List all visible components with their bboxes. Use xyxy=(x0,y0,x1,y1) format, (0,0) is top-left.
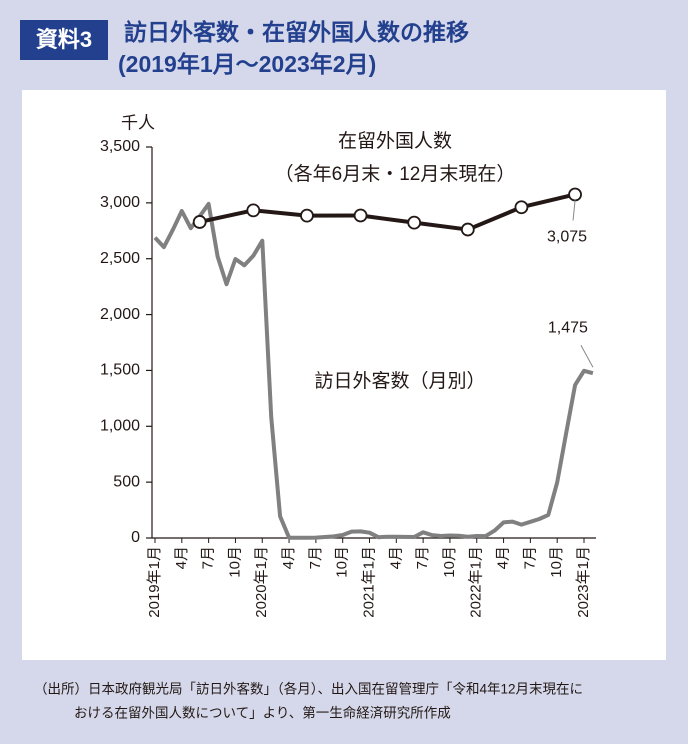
source: （出所）日本政府観光局「訪日外客数」（各月）、出入国在留管理庁「令和4年12月末… xyxy=(34,681,583,697)
value-label: 1,475 xyxy=(548,319,588,336)
leader-line xyxy=(580,344,594,368)
marker xyxy=(246,203,261,218)
series-line xyxy=(253,208,308,218)
y-tick-label: 1,500 xyxy=(100,362,140,379)
x-tick-label: 2022年1月 xyxy=(468,546,485,618)
marker xyxy=(514,200,529,215)
annotation: （各年6月末・12月末現在） xyxy=(275,163,516,185)
annotation: 訪日外客数（月別） xyxy=(314,370,485,392)
x-tick-label: 10月 xyxy=(441,546,458,578)
x-tick-label: 2019年1月 xyxy=(146,546,163,618)
y-tick-label: 2,500 xyxy=(100,250,140,267)
annotation: 在留外国人数 xyxy=(338,130,452,152)
x-tick-label: 2021年1月 xyxy=(360,546,377,618)
x-tick-label: 10月 xyxy=(226,546,243,578)
x-tick-label: 4月 xyxy=(173,546,190,569)
badge-bg xyxy=(20,20,108,60)
x-tick-label: 7月 xyxy=(307,546,324,569)
y-tick-label: 0 xyxy=(131,529,140,546)
x-tick-label: 7月 xyxy=(414,546,431,569)
leader-line xyxy=(572,200,576,221)
x-tick-label: 7月 xyxy=(521,546,538,569)
marker xyxy=(300,208,314,223)
x-tick-label: 4月 xyxy=(387,546,404,569)
chart-subtitle: (2019年1月～2023年2月) xyxy=(118,51,376,77)
y-tick-label: 500 xyxy=(113,473,140,490)
y-tick-label: 3,500 xyxy=(100,138,140,155)
series-line xyxy=(199,208,254,224)
marker xyxy=(407,215,422,230)
x-tick-label: 10月 xyxy=(548,546,565,578)
x-tick-label: 4月 xyxy=(495,546,512,569)
series-line xyxy=(520,192,576,210)
value-label: 3,075 xyxy=(547,229,587,246)
x-tick-label: 10月 xyxy=(334,546,351,578)
series-line xyxy=(153,201,594,540)
marker xyxy=(353,208,368,223)
y-unit: 千人 xyxy=(121,113,155,132)
marker xyxy=(192,215,207,229)
x-tick-label: 7月 xyxy=(200,546,217,569)
x-tick-label: 2020年1月 xyxy=(253,546,270,618)
chart-title: 訪日外客数・在留外国人数の推移 xyxy=(124,19,469,45)
plot-panel xyxy=(22,90,666,660)
series-line xyxy=(360,213,415,225)
y-tick-label: 1,000 xyxy=(100,418,140,435)
y-tick-label: 3,000 xyxy=(100,194,140,211)
series-line xyxy=(413,220,469,232)
badge: 資料3 xyxy=(36,27,92,52)
marker xyxy=(460,222,475,237)
x-tick-label: 4月 xyxy=(280,546,297,569)
y-tick-label: 2,000 xyxy=(100,306,140,323)
series-line xyxy=(467,205,523,232)
marker xyxy=(568,187,582,202)
x-tick-label: 2023年1月 xyxy=(575,546,592,618)
source: おける在留外国人数について」より、第一生命経済研究所作成 xyxy=(74,705,451,721)
